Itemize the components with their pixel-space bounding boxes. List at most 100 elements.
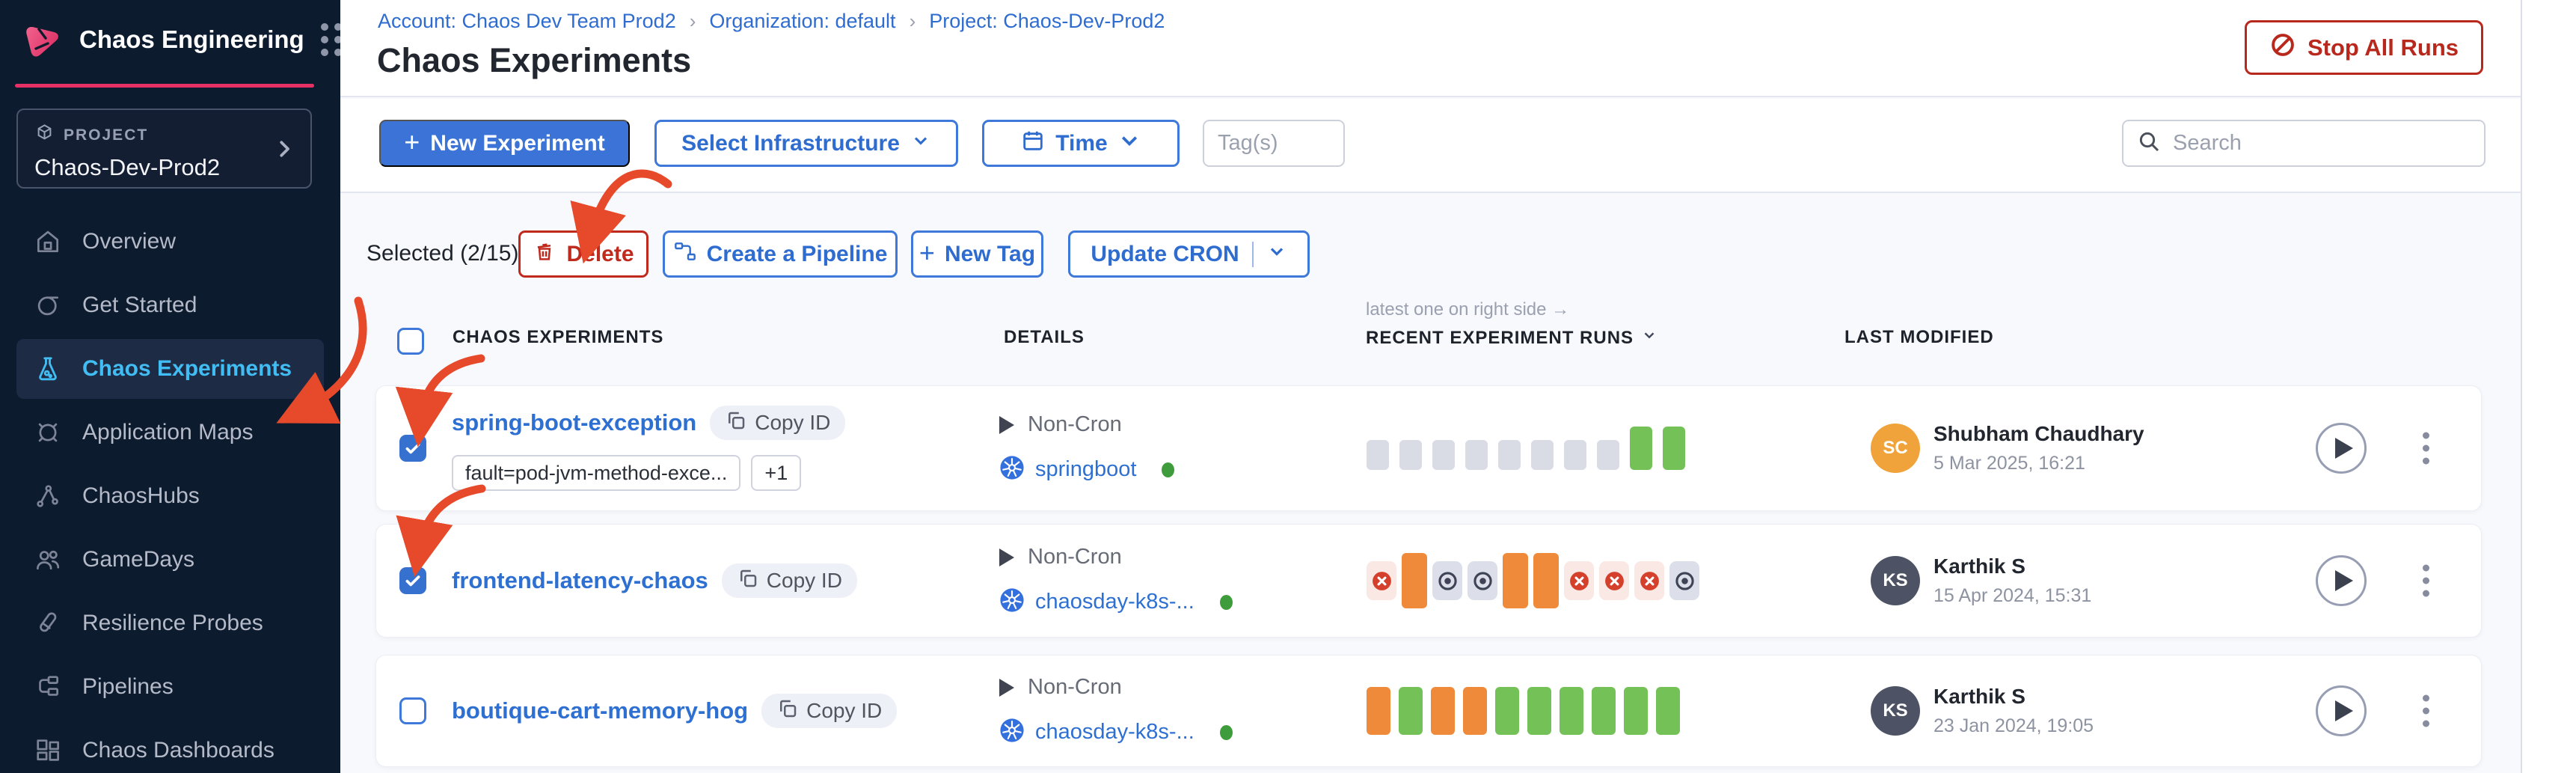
experiment-row: boutique-cart-memory-hog Copy ID Non-Cro… [375,655,2482,767]
run-bar-orange[interactable] [1367,687,1390,735]
run-bar-green[interactable] [1495,687,1519,735]
run-bar-gray[interactable] [1367,440,1389,470]
row-checkbox[interactable] [399,567,426,594]
project-name: Chaos-Dev-Prod2 [34,154,221,180]
sidebar-item-chaoshubs[interactable]: ChaosHubs [16,466,324,526]
run-bar-orange[interactable] [1402,553,1427,608]
experiment-row: spring-boot-exception Copy ID fault=pod-… [375,385,2482,511]
run-bar-green[interactable] [1399,687,1423,735]
chevron-down-icon [910,130,931,157]
copy-id-button[interactable]: Copy ID [761,694,898,728]
tags-input[interactable] [1204,121,1343,165]
tag-pill[interactable]: fault=pod-jvm-method-exce... [452,455,741,491]
copy-id-button[interactable]: Copy ID [721,563,857,598]
experiment-name-link[interactable]: boutique-cart-memory-hog [452,697,749,724]
expand-triangle-icon[interactable] [999,678,1014,697]
infrastructure-link[interactable]: chaosday-k8s-... [1035,720,1195,744]
select-infrastructure-dropdown[interactable]: Select Infrastructure [654,120,958,167]
run-bar-gray[interactable] [1597,440,1619,470]
sidebar-item-chaos-dashboards[interactable]: Chaos Dashboards [16,721,324,773]
row-checkbox[interactable] [399,697,426,724]
breadcrumb-link-1[interactable]: Organization: default [709,10,896,32]
run-stopped-icon[interactable] [1432,561,1462,600]
run-experiment-button[interactable] [2316,423,2367,474]
last-modified-cell: KS Karthik S 15 Apr 2024, 15:31 [1871,525,2091,637]
expand-triangle-icon[interactable] [999,415,1014,434]
run-failed-icon[interactable] [1367,561,1396,600]
run-bar-gray[interactable] [1531,440,1554,470]
row-menu-button[interactable] [2418,560,2434,602]
chevron-right-icon [273,138,295,160]
sidebar-item-resilience-probes[interactable]: Resilience Probes [16,593,324,653]
sidebar-item-gamedays[interactable]: GameDays [16,530,324,590]
harness-chaos-logo-icon [21,19,63,61]
select-all-checkbox[interactable] [397,328,424,355]
run-bar-green[interactable] [1663,427,1685,470]
run-failed-icon[interactable] [1599,561,1629,600]
experiment-name-link[interactable]: spring-boot-exception [452,409,697,436]
expand-triangle-icon[interactable] [999,548,1014,566]
run-bar-gray[interactable] [1564,440,1586,470]
experiment-name-cell: boutique-cart-memory-hog Copy ID [452,656,898,766]
run-bar-gray[interactable] [1498,440,1521,470]
row-menu-button[interactable] [2418,428,2434,469]
experiment-name-link[interactable]: frontend-latency-chaos [452,567,708,593]
row-checkbox[interactable] [399,435,426,462]
user-name: Karthik S [1933,685,2025,708]
stop-all-runs-button[interactable]: Stop All Runs [2244,20,2483,75]
run-bar-orange[interactable] [1503,553,1528,608]
run-bar-gray[interactable] [1399,440,1422,470]
run-bar-gray[interactable] [1432,440,1455,470]
search-input[interactable] [2173,121,2471,165]
sidebar-item-pipelines[interactable]: Pipelines [16,657,324,717]
kubernetes-icon [999,587,1025,617]
create-pipeline-button[interactable]: Create a Pipeline [663,230,898,278]
filter-toolbar: + New Experiment Select Infrastructure T… [340,99,2521,193]
experiment-name-cell: spring-boot-exception Copy ID fault=pod-… [452,386,846,510]
new-tag-button[interactable]: + New Tag [911,230,1043,278]
search-field[interactable] [2122,120,2485,167]
new-experiment-button[interactable]: + New Experiment [379,120,630,167]
sidebar-item-label: ChaosHubs [82,483,200,508]
time-filter-dropdown[interactable]: Time [982,120,1180,167]
run-stopped-icon[interactable] [1669,561,1699,600]
sidebar-item-label: Chaos Dashboards [82,738,275,763]
probes-icon [33,608,63,638]
plus-icon: + [404,126,420,157]
delete-button[interactable]: Delete [518,230,648,278]
run-bar-gray[interactable] [1465,440,1488,470]
breadcrumb-link-2[interactable]: Project: Chaos-Dev-Prod2 [929,10,1165,32]
run-bar-green[interactable] [1656,687,1680,735]
tag-pill[interactable]: +1 [751,455,802,491]
breadcrumb-link-0[interactable]: Account: Chaos Dev Team Prod2 [378,10,676,32]
run-failed-icon[interactable] [1564,561,1594,600]
update-cron-button[interactable]: Update CRON [1068,230,1310,278]
run-bar-green[interactable] [1527,687,1551,735]
run-bar-green[interactable] [1630,427,1652,470]
pipelines-icon [33,672,63,702]
sidebar-item-chaos-experiments[interactable]: Chaos Experiments [16,339,324,399]
sidebar-item-overview[interactable]: Overview [16,212,324,272]
run-bar-orange[interactable] [1463,687,1487,735]
infrastructure-link[interactable]: chaosday-k8s-... [1035,590,1195,614]
run-bar-green[interactable] [1592,687,1616,735]
copy-icon [776,697,799,725]
row-menu-button[interactable] [2418,691,2434,732]
breadcrumb-separator: › [689,10,696,32]
run-stopped-icon[interactable] [1468,561,1497,600]
sidebar-item-get-started[interactable]: Get Started [16,275,324,335]
run-failed-icon[interactable] [1634,561,1664,600]
run-bar-orange[interactable] [1533,553,1559,608]
sidebar-item-application-maps[interactable]: Application Maps [16,403,324,462]
run-experiment-button[interactable] [2316,685,2367,736]
run-bar-green[interactable] [1624,687,1648,735]
column-header-runs[interactable]: RECENT EXPERIMENT RUNS [1366,327,1657,349]
schedule-type: Non-Cron [1028,545,1122,569]
run-experiment-button[interactable] [2316,555,2367,606]
copy-id-button[interactable]: Copy ID [710,406,846,440]
infrastructure-link[interactable]: springboot [1035,457,1137,481]
project-selector[interactable]: PROJECT Chaos-Dev-Prod2 [16,109,312,189]
run-bar-green[interactable] [1560,687,1583,735]
tags-filter-field[interactable] [1203,120,1345,167]
run-bar-orange[interactable] [1431,687,1455,735]
